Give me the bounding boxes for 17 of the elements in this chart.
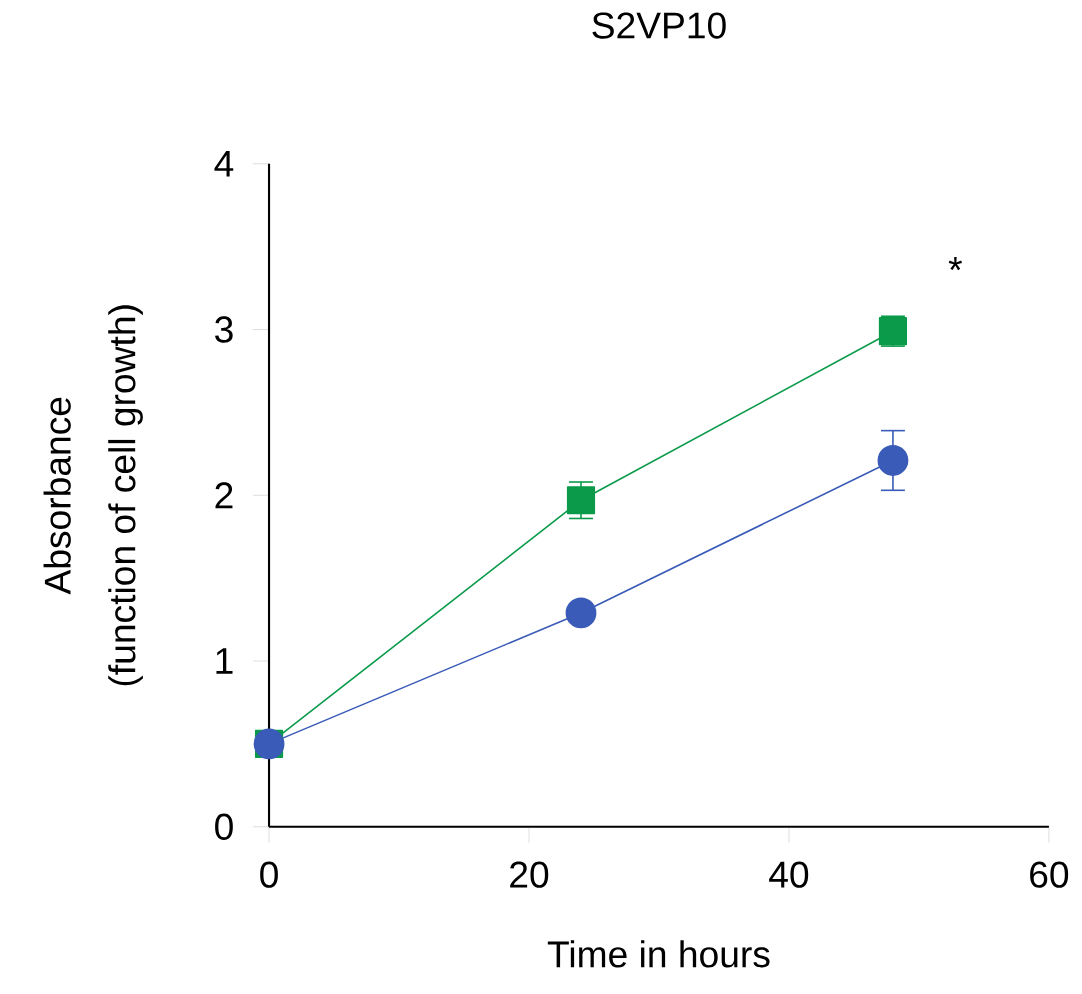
y-tick-label: 2 bbox=[215, 482, 233, 509]
x-tick-label: 0 bbox=[260, 861, 278, 888]
y-tick-label: 0 bbox=[215, 813, 233, 840]
x-tick-label: 40 bbox=[769, 861, 809, 888]
text: (function of cell growth) bbox=[108, 305, 143, 686]
point bbox=[877, 444, 909, 476]
y-tick-label: 1 bbox=[216, 648, 233, 674]
y-tick-label: 4 bbox=[214, 150, 234, 177]
chart-title: S2VP10 bbox=[592, 12, 726, 39]
y-tick-label: 3 bbox=[215, 316, 233, 343]
x-tick-label: 20 bbox=[510, 861, 549, 888]
x-axis-title: Time in hours bbox=[547, 940, 770, 968]
x-tick-label: 60 bbox=[1030, 861, 1069, 888]
point bbox=[566, 486, 596, 515]
point bbox=[565, 597, 597, 629]
annotation: * bbox=[948, 257, 962, 271]
y-axis-title: Absorbance bbox=[43, 397, 71, 595]
